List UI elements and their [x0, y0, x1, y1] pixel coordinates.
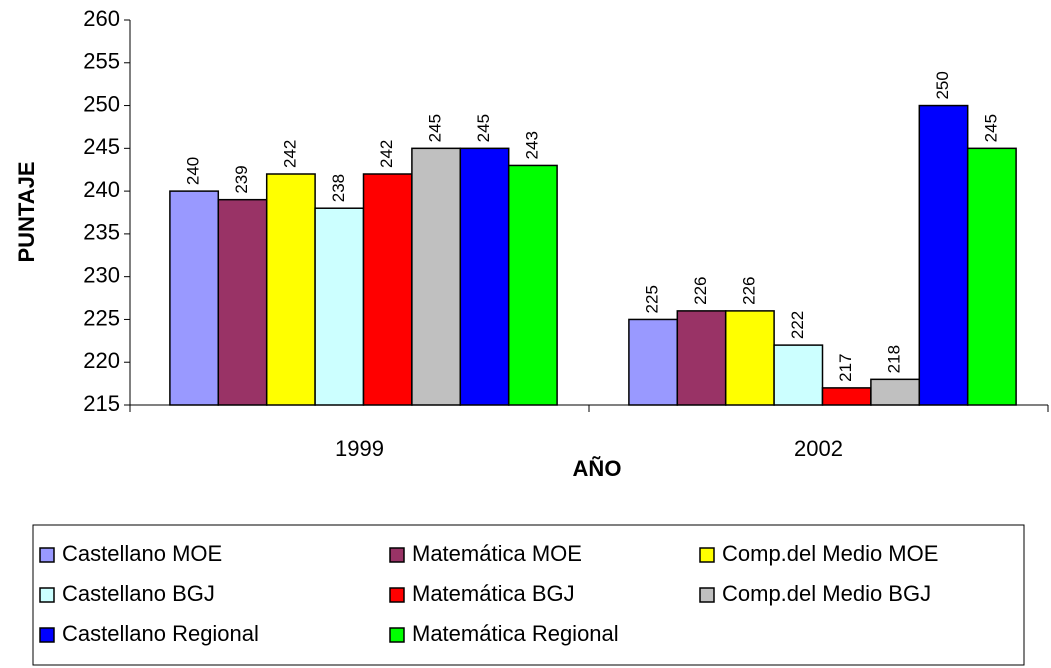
- bar: [966, 147, 1017, 406]
- value-label: 222: [788, 311, 807, 339]
- value-label: 245: [426, 114, 445, 142]
- legend-label: Matemática Regional: [412, 621, 619, 646]
- value-label: 245: [474, 114, 493, 142]
- legend-swatch: [39, 587, 55, 603]
- bar: [459, 147, 510, 406]
- y-tick-label: 240: [83, 177, 120, 202]
- legend-label: Matemática MOE: [412, 541, 582, 566]
- x-tick-label: 2002: [794, 436, 843, 461]
- x-axis-title: AÑO: [573, 456, 622, 481]
- bar: [821, 387, 872, 406]
- bar: [217, 198, 268, 406]
- legend-label: Comp.del Medio BGJ: [722, 581, 931, 606]
- bar: [918, 104, 969, 406]
- legend-label: Castellano BGJ: [62, 581, 215, 606]
- legend-swatch: [389, 587, 405, 603]
- value-label: 238: [329, 174, 348, 202]
- bar: [773, 344, 824, 406]
- value-label: 242: [377, 140, 396, 168]
- legend-label: Matemática BGJ: [412, 581, 575, 606]
- bar: [628, 318, 679, 406]
- y-axis-title: PUNTAJE: [14, 161, 39, 262]
- bar: [314, 207, 365, 406]
- y-tick-label: 225: [83, 305, 120, 330]
- y-tick-label: 215: [83, 391, 120, 416]
- bar: [724, 310, 775, 406]
- legend-swatch: [699, 547, 715, 563]
- y-tick-label: 255: [83, 49, 120, 74]
- value-label: 226: [739, 277, 758, 305]
- value-label: 250: [933, 71, 952, 99]
- bar: [411, 147, 462, 406]
- y-tick-label: 220: [83, 348, 120, 373]
- y-tick-label: 250: [83, 91, 120, 116]
- bar: [169, 190, 220, 406]
- y-tick-label: 260: [83, 6, 120, 31]
- legend-swatch: [389, 547, 405, 563]
- legend-swatch: [39, 547, 55, 563]
- bar: [676, 310, 727, 406]
- value-label: 239: [232, 165, 251, 193]
- legend-swatch: [39, 627, 55, 643]
- y-tick-label: 235: [83, 220, 120, 245]
- value-label: 245: [981, 114, 1000, 142]
- x-tick-label: 1999: [335, 436, 384, 461]
- bar: [870, 378, 921, 406]
- y-tick-label: 230: [83, 262, 120, 287]
- bar: [265, 173, 316, 406]
- legend-label: Castellano Regional: [62, 621, 259, 646]
- value-label: 242: [280, 140, 299, 168]
- legend-swatch: [389, 627, 405, 643]
- bar: [507, 164, 558, 406]
- value-label: 225: [643, 285, 662, 313]
- value-label: 218: [885, 345, 904, 373]
- legend-swatch: [699, 587, 715, 603]
- value-label: 226: [691, 277, 710, 305]
- value-label: 240: [184, 157, 203, 185]
- legend-label: Comp.del Medio MOE: [722, 541, 938, 566]
- y-tick-label: 245: [83, 134, 120, 159]
- value-label: 217: [836, 354, 855, 382]
- legend-box: [32, 524, 1025, 666]
- legend-label: Castellano MOE: [62, 541, 222, 566]
- bar: [362, 173, 413, 406]
- value-label: 243: [522, 131, 541, 159]
